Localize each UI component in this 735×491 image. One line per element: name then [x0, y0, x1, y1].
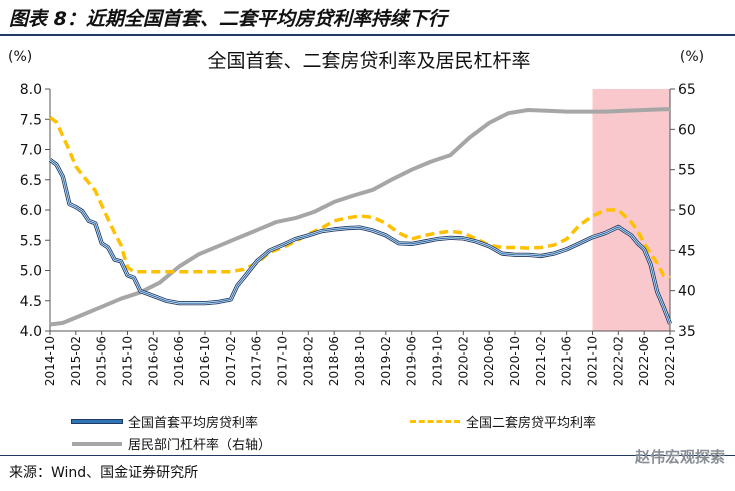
legend-item-first-home: 全国首套平均房贷利率: [72, 412, 258, 431]
right-axis-tick-label: 55: [678, 163, 696, 179]
x-axis-tick-label: 2021-02: [534, 336, 548, 386]
x-axis-tick-label: 2017-06: [250, 336, 264, 386]
x-axis-tick-label: 2020-02: [456, 336, 470, 386]
x-axis-tick-label: 2014-10: [43, 336, 57, 386]
x-axis-tick-label: 2021-10: [586, 336, 600, 386]
legend-item-leverage: 居民部门杠杆率（右轴）: [72, 434, 271, 453]
chart-plot: 全国首套、二套房贷利率及居民杠杆率 (%) (%) 4.0 4.5 5.0 5.5 6.…: [8, 49, 704, 386]
x-axis-tick-label: 2018-10: [353, 336, 367, 386]
source-note: 来源：Wind、国金证券研究所: [9, 465, 199, 481]
x-axis-tick-label: 2015-02: [69, 336, 83, 386]
right-axis-tick-label: 40: [678, 284, 696, 300]
x-axis-tick-label: 2022-02: [611, 336, 625, 386]
series-layer: [48, 107, 672, 327]
x-axis-tick-label: 2022-06: [637, 336, 651, 386]
x-axis-tick-label: 2016-02: [146, 336, 160, 386]
right-axis-tick-label: 45: [678, 243, 696, 259]
x-axis-tick-label: 2017-02: [224, 336, 238, 386]
left-axis-tick-label: 6.5: [20, 173, 42, 189]
right-axis-tick-label: 35: [678, 324, 696, 340]
chart-title: 全国首套、二套房贷利率及居民杠杆率: [207, 50, 530, 72]
right-axis-unit: (%): [680, 49, 704, 65]
legend: 全国首套平均房贷利率 全国二套房贷平均利率 居民部门杠杆率（右轴）: [0, 408, 735, 453]
left-axis-tick-label: 7.5: [20, 112, 42, 128]
legend-label-second-home: 全国二套房贷平均利率: [466, 416, 597, 431]
x-axis-tick-label: 2017-10: [276, 336, 290, 386]
x-axis-tick-label: 2022-10: [663, 336, 677, 386]
legend-swatch-first-home: [72, 420, 122, 423]
x-axis-tick-label: 2019-02: [379, 336, 393, 386]
axes: 4.0 4.5 5.0 5.5 6.0 6.5 7.0 7.5 8.0 35 40 45 50 55 60 6…: [20, 82, 696, 386]
figure-title: 图表 8：近期全国首套、二套平均房贷利率持续下行: [9, 8, 447, 30]
series-first-home-line: [49, 159, 671, 324]
x-axis-tick-label: 2016-10: [198, 336, 212, 386]
x-axis-tick-label: 2018-06: [327, 336, 341, 386]
x-axis-tick-label: 2020-06: [482, 336, 496, 386]
x-axis-tick-label: 2019-10: [431, 336, 445, 386]
left-axis-tick-label: 4.0: [20, 324, 42, 340]
series-leverage-line: [49, 107, 670, 327]
left-axis-tick-label: 6.0: [20, 203, 42, 219]
left-axis-tick-label: 7.0: [20, 143, 42, 159]
x-axis-tick-label: 2021-06: [560, 336, 574, 386]
right-axis-tick-label: 50: [678, 203, 696, 219]
x-axis-tick-label: 2016-06: [172, 336, 186, 386]
bottom-rule: [0, 455, 735, 456]
legend-swatch-leverage: [72, 441, 122, 446]
legend-label-leverage: 居民部门杠杆率（右轴）: [128, 438, 272, 453]
series-first-home-outline: [48, 158, 672, 325]
watermark: 赵伟宏观探索: [634, 448, 725, 466]
right-axis-tick-label: 60: [678, 122, 696, 138]
x-axis-tick-label: 2019-06: [405, 336, 419, 386]
left-axis-unit: (%): [8, 49, 32, 65]
left-axis-tick-label: 4.5: [20, 294, 42, 310]
left-axis-tick-label: 8.0: [20, 82, 42, 98]
top-rule: [0, 34, 735, 36]
x-axis-tick-label: 2018-02: [301, 336, 315, 386]
series-second-home-line: [48, 116, 671, 280]
legend-item-second-home: 全国二套房贷平均利率: [410, 412, 596, 431]
left-axis-tick-label: 5.5: [20, 233, 42, 249]
legend-swatch-second-home: [410, 420, 460, 423]
series-first-home-inner: [49, 158, 672, 325]
right-axis-tick-label: 65: [678, 82, 696, 98]
x-axis-tick-label: 2015-06: [95, 336, 109, 386]
left-axis-tick-label: 5.0: [20, 264, 42, 280]
x-axis-tick-label: 2020-10: [508, 336, 522, 386]
legend-label-first-home: 全国首套平均房贷利率: [128, 416, 259, 431]
x-axis-tick-label: 2015-10: [121, 336, 135, 386]
